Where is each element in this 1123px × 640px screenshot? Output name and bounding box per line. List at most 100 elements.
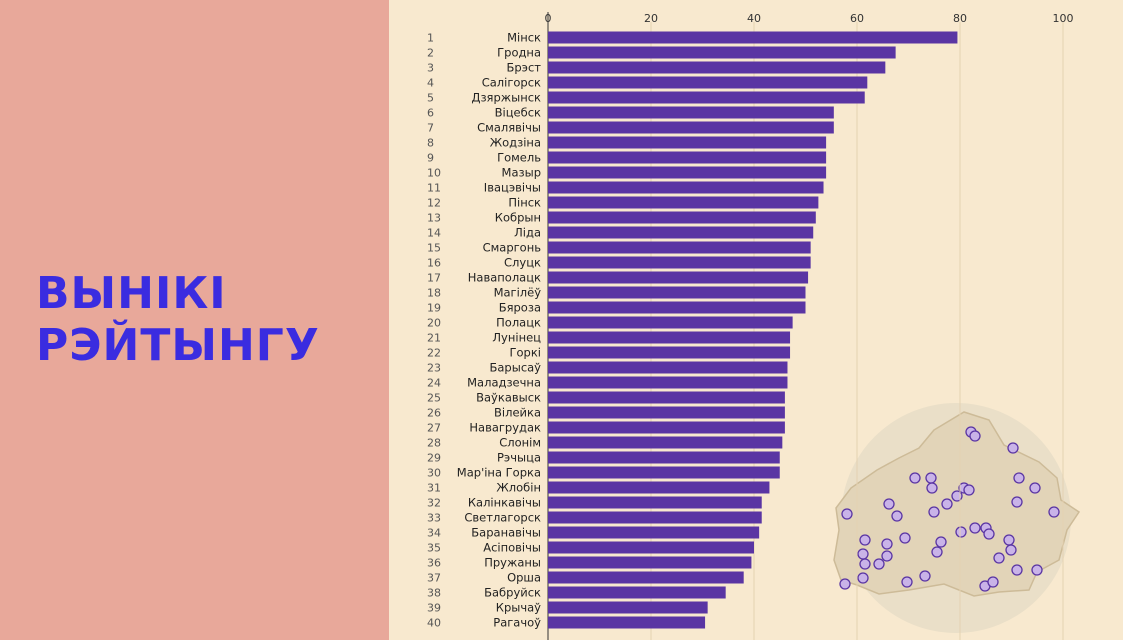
bar [548,76,868,89]
bar [548,556,752,569]
bar [548,121,834,134]
bar [548,211,816,224]
x-axis-ticks: 020406080100 [545,12,1074,25]
city-dot [891,510,903,522]
city-dot [859,534,871,546]
city-dot [1011,496,1023,508]
category-label: Слуцк [504,256,541,270]
bar [548,376,788,389]
belarus-map-icon [833,403,1081,633]
rank-label: 1 [427,32,434,45]
rank-label: 21 [427,332,441,345]
bar [548,406,785,419]
rank-label: 11 [427,182,441,195]
bar [548,286,806,299]
city-dots [839,426,1060,592]
category-label: Брэст [506,61,541,75]
bar [548,571,744,584]
rank-label: 10 [427,167,441,180]
category-label: Светлагорск [464,511,541,525]
city-dot [955,526,967,538]
category-label: Асіповічы [483,541,541,555]
rank-label: 18 [427,287,441,300]
x-tick-label: 80 [953,12,967,25]
rank-label: 23 [427,362,441,375]
city-dot [881,550,893,562]
bar [548,466,780,479]
category-label: Ліда [514,226,541,240]
bar [548,301,806,314]
bar [548,46,896,59]
bar [548,181,824,194]
city-dot [928,506,940,518]
ranking-bar-chart: 020406080100 1Мінск2Гродна3Брэст4Салігор… [427,12,1081,640]
bar [548,136,827,149]
category-labels: 1 Мінск 2 Гродна 3 Брэст 4 Салігорск 5 Дзяржынск 6… [427,31,541,630]
city-dot [859,558,871,570]
rank-label: 26 [427,407,441,420]
category-label: Магілёў [494,286,542,300]
rank-label: 32 [427,497,441,510]
bar [548,346,791,359]
category-label: Лунінец [492,331,541,345]
city-dot [925,472,937,484]
rank-label: 4 [427,77,434,90]
title-line-1: ВЫНІКІ [36,268,227,319]
bar [548,31,958,44]
city-dot [926,482,938,494]
rank-label: 35 [427,542,441,555]
category-label: Баранавічы [471,526,541,540]
rank-label: 3 [427,62,434,75]
bar [548,496,762,509]
category-label: Орша [507,571,541,585]
category-label: Маладзечна [467,376,541,390]
category-label: Наваполацк [468,271,541,285]
rank-label: 38 [427,587,441,600]
city-dot [857,548,869,560]
rank-label: 16 [427,257,441,270]
rank-label: 9 [427,152,434,165]
rank-label: 36 [427,557,441,570]
category-label: Салігорск [482,76,541,90]
bar [548,166,827,179]
bar [548,106,834,119]
x-tick-label: 20 [644,12,658,25]
bar [548,481,770,494]
city-dot [883,498,895,510]
x-tick-label: 100 [1053,12,1074,25]
x-tick-label: 40 [747,12,761,25]
left-panel: ВЫНІКІ РЭЙТЫНГУ [0,0,389,640]
city-dot [1011,564,1023,576]
city-dot [841,508,853,520]
bar [548,421,785,434]
category-label: Смалявічы [477,121,541,135]
rank-label: 14 [427,227,441,240]
rank-label: 6 [427,107,434,120]
category-label: Гомель [497,151,541,165]
rank-label: 22 [427,347,441,360]
category-label: Дзяржынск [471,91,541,105]
city-dot [839,578,851,590]
bar [548,271,809,284]
category-label: Жлобін [496,481,541,495]
city-dot [941,498,953,510]
bar [548,91,865,104]
category-label: Віцебск [495,106,541,120]
bar [548,451,780,464]
rank-label: 5 [427,92,434,105]
bar [548,361,788,374]
bar [548,151,827,164]
bar [548,61,886,74]
rank-label: 20 [427,317,441,330]
rank-label: 7 [427,122,434,135]
rank-label: 19 [427,302,441,315]
city-dot [899,532,911,544]
bar [548,616,706,629]
rank-label: 15 [427,242,441,255]
x-tick-label: 60 [850,12,864,25]
rank-label: 24 [427,377,441,390]
city-dot [1007,442,1019,454]
category-label: Ваўкавыск [476,391,541,405]
category-label: Пружаны [484,556,541,570]
category-label: Горкі [510,346,542,360]
